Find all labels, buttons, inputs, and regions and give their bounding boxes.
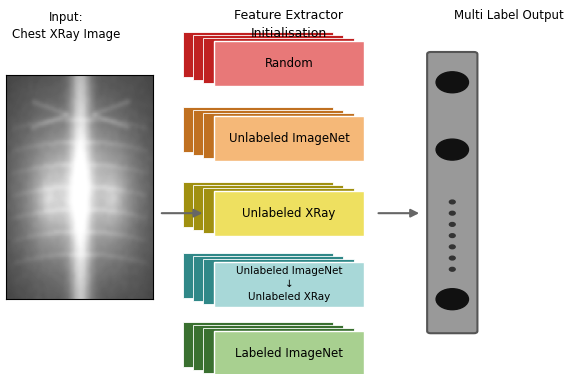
FancyBboxPatch shape <box>203 188 354 233</box>
FancyBboxPatch shape <box>183 32 333 77</box>
Text: Feature Extractor
Initialisation: Feature Extractor Initialisation <box>235 9 343 40</box>
FancyBboxPatch shape <box>427 52 477 333</box>
FancyBboxPatch shape <box>183 253 333 298</box>
FancyBboxPatch shape <box>214 41 364 86</box>
Text: Input:
Chest XRay Image: Input: Chest XRay Image <box>12 11 121 41</box>
Text: Unlabeled ImageNet: Unlabeled ImageNet <box>228 132 350 145</box>
FancyBboxPatch shape <box>203 328 354 373</box>
FancyBboxPatch shape <box>183 182 333 227</box>
FancyBboxPatch shape <box>203 113 354 158</box>
FancyBboxPatch shape <box>193 325 343 370</box>
FancyBboxPatch shape <box>214 116 364 161</box>
FancyBboxPatch shape <box>203 38 354 83</box>
Text: Unlabeled XRay: Unlabeled XRay <box>242 207 336 220</box>
Circle shape <box>450 267 455 271</box>
Circle shape <box>436 289 468 310</box>
Text: Random: Random <box>265 57 313 70</box>
FancyBboxPatch shape <box>214 331 364 374</box>
FancyBboxPatch shape <box>193 35 343 80</box>
FancyBboxPatch shape <box>193 185 343 230</box>
FancyBboxPatch shape <box>203 259 354 304</box>
FancyBboxPatch shape <box>193 110 343 155</box>
FancyBboxPatch shape <box>193 256 343 301</box>
Circle shape <box>436 72 468 93</box>
FancyBboxPatch shape <box>183 107 333 152</box>
Circle shape <box>450 200 455 204</box>
Text: Labeled ImageNet: Labeled ImageNet <box>235 347 343 360</box>
Circle shape <box>450 234 455 237</box>
Circle shape <box>450 245 455 249</box>
FancyBboxPatch shape <box>214 191 364 236</box>
Circle shape <box>450 256 455 260</box>
Text: Multi Label Output: Multi Label Output <box>454 9 564 22</box>
Text: Unlabeled ImageNet
↓
Unlabeled XRay: Unlabeled ImageNet ↓ Unlabeled XRay <box>236 266 342 303</box>
Circle shape <box>436 139 468 160</box>
Circle shape <box>450 211 455 215</box>
Circle shape <box>450 223 455 226</box>
FancyBboxPatch shape <box>183 322 333 367</box>
FancyBboxPatch shape <box>214 262 364 307</box>
